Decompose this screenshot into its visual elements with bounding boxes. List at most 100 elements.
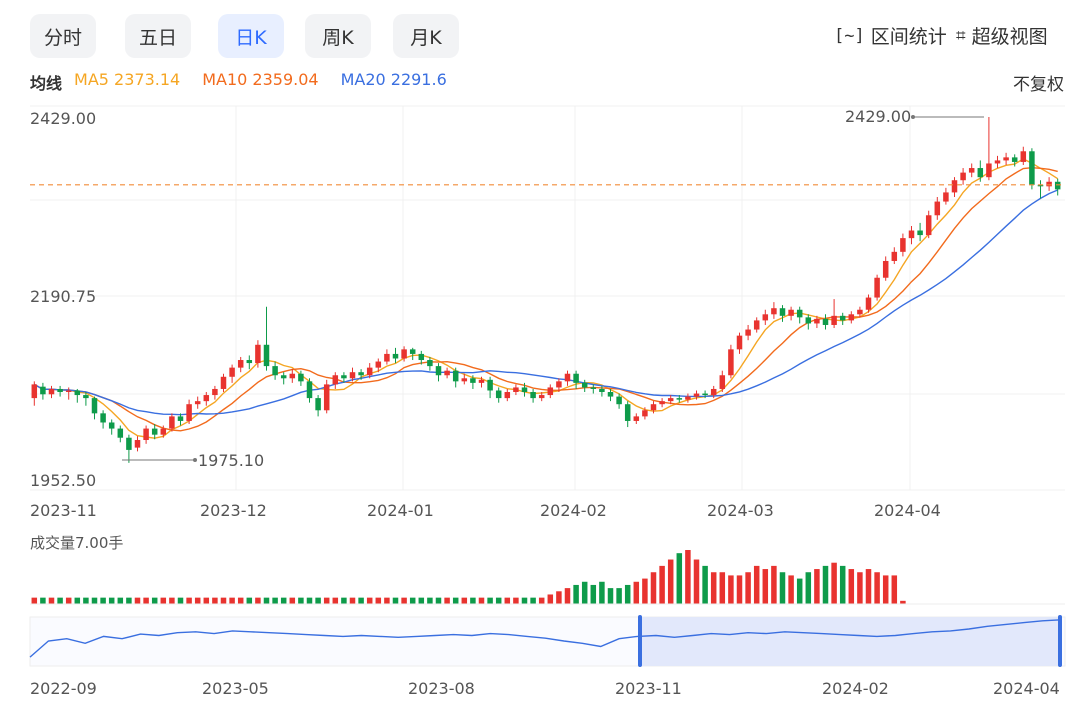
candle-body: [702, 393, 708, 396]
volume-bar: [891, 575, 898, 604]
candle-body: [280, 375, 287, 379]
candle-body: [470, 378, 476, 383]
volume-bar: [504, 597, 511, 604]
volume-bar: [556, 591, 562, 604]
super-view-label: 超级视图: [971, 26, 1048, 48]
volume-bar: [229, 597, 235, 604]
candle-body: [461, 378, 468, 382]
volume-bar: [315, 597, 321, 604]
candle-body: [573, 373, 579, 383]
volume-label: 成交量7.00手: [30, 534, 123, 552]
candle-body: [745, 329, 751, 336]
volume-bar: [796, 578, 803, 604]
candle-body: [642, 410, 648, 417]
range-stats-label: 区间统计: [870, 26, 947, 48]
candle-body: [452, 370, 459, 382]
navigator-left-handle[interactable]: [638, 615, 642, 667]
volume-bar: [237, 597, 244, 604]
candle-body: [375, 361, 382, 368]
candle-body: [349, 372, 356, 379]
candle-body: [487, 379, 493, 391]
candle-body: [246, 360, 253, 364]
candle-body: [418, 353, 425, 361]
date-tick: 2024-04: [874, 501, 941, 520]
volume-bar: [375, 597, 382, 604]
volume-bar: [48, 597, 55, 604]
tab-label: 月K: [410, 26, 442, 49]
volume-bar: [220, 597, 227, 604]
candle-body: [925, 215, 932, 236]
candle-body: [65, 390, 72, 393]
volume-bar: [865, 569, 872, 604]
volume-bars: [31, 550, 1061, 605]
price-axis-bottom: 1952.50: [30, 471, 96, 490]
candle-body: [341, 375, 347, 379]
volume-bar: [74, 597, 81, 604]
volume-bar: [366, 597, 373, 604]
tab-daily-k[interactable]: 日K: [218, 14, 284, 58]
tab-monthly-k[interactable]: 月K: [393, 14, 459, 58]
candle-body: [857, 309, 863, 315]
date-tick: 2023-11: [30, 501, 97, 520]
volume-bar: [332, 597, 339, 604]
high-annotation: 2429.00: [845, 107, 911, 126]
volume-bar: [538, 597, 545, 604]
volume-bar: [306, 597, 313, 604]
candle-body: [564, 373, 571, 382]
volume-bar: [581, 581, 588, 604]
candle-body: [1037, 184, 1044, 187]
candle-body: [590, 387, 597, 389]
tab-weekly-k[interactable]: 周K: [305, 14, 371, 58]
candle-body: [624, 404, 631, 421]
volume-bar: [108, 597, 115, 604]
ma10-line: [33, 166, 1058, 432]
adjust-toggle[interactable]: 不复权: [1013, 75, 1064, 95]
candle-body: [814, 318, 820, 324]
candle-body: [633, 416, 640, 421]
super-view-button[interactable]: ⌗ 超级视图: [956, 22, 1048, 49]
nav-tick: 2023-11: [615, 679, 682, 698]
volume-bar: [169, 597, 175, 604]
candle-body: [478, 379, 485, 383]
candle-body: [977, 168, 984, 178]
volume-bar: [607, 588, 614, 604]
volume-bar: [263, 597, 270, 604]
range-stats-button[interactable]: [~] 区间统计: [834, 22, 947, 49]
navigator-right-handle[interactable]: [1058, 615, 1062, 667]
candle-body: [831, 315, 837, 325]
candle-body: [960, 172, 966, 181]
volume-bar: [719, 572, 726, 604]
volume-bar: [650, 572, 657, 604]
volume-bar: [427, 597, 433, 604]
volume-bar: [762, 569, 769, 604]
ma10-value: MA10 2359.04: [202, 70, 319, 89]
candle-body: [169, 416, 175, 429]
volume-bar: [470, 597, 476, 604]
low-dot: [193, 458, 197, 462]
volume-bar: [323, 597, 330, 604]
candle-body: [753, 320, 760, 330]
candle-body: [891, 251, 898, 261]
candle-body: [134, 440, 141, 448]
tab-minute[interactable]: 分时: [30, 14, 96, 58]
navigator-selection[interactable]: [640, 617, 1061, 666]
candle-body: [1011, 157, 1018, 162]
volume-bar: [736, 575, 743, 604]
tab-five-day[interactable]: 五日: [125, 14, 191, 58]
candle-body: [315, 398, 321, 411]
volume-bar: [599, 581, 605, 604]
candle-body: [1020, 151, 1027, 162]
candle-body: [865, 297, 872, 310]
volume-bar: [676, 553, 683, 604]
nav-tick: 2023-08: [408, 679, 475, 698]
date-tick: 2024-03: [707, 501, 774, 520]
candle-body: [943, 192, 949, 202]
volume-bar: [788, 575, 794, 604]
candle-body: [401, 349, 407, 359]
candle-body: [736, 335, 743, 350]
volume-bar: [280, 597, 287, 604]
candle-body: [229, 367, 235, 377]
candle-body: [1046, 181, 1052, 187]
candle-body: [667, 398, 674, 402]
